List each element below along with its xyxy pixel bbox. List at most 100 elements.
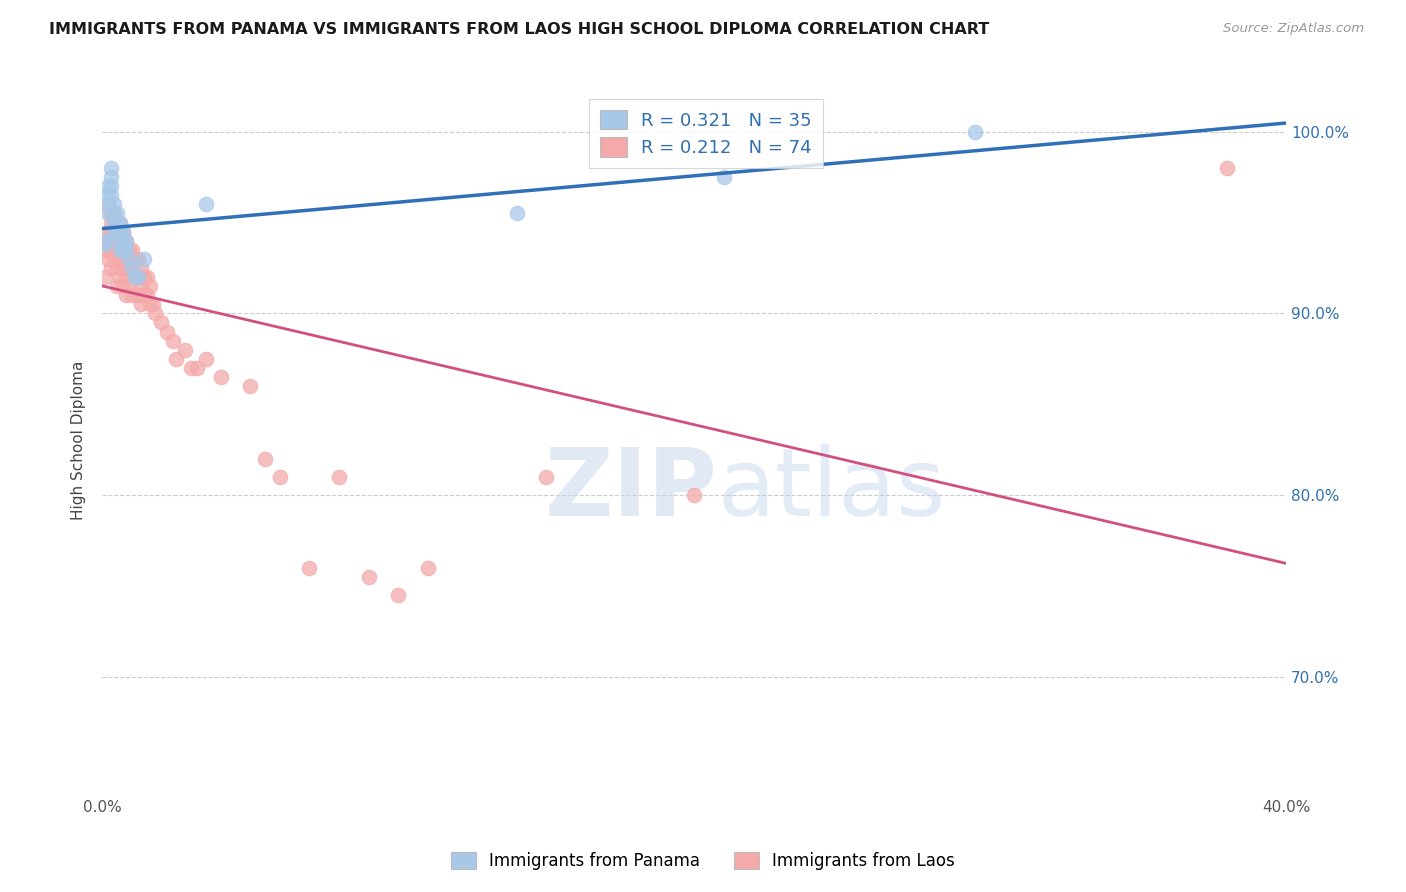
Point bbox=[129, 297, 152, 311]
Point bbox=[118, 252, 141, 266]
Point bbox=[145, 306, 167, 320]
Point bbox=[534, 470, 557, 484]
Point bbox=[965, 125, 987, 139]
Point bbox=[94, 243, 117, 257]
Point bbox=[100, 161, 122, 175]
Point bbox=[115, 270, 138, 285]
Point bbox=[111, 234, 134, 248]
Point bbox=[94, 270, 117, 285]
Point bbox=[209, 370, 232, 384]
Point bbox=[100, 170, 122, 185]
Point bbox=[105, 206, 128, 220]
Point bbox=[132, 252, 155, 266]
Point bbox=[103, 206, 125, 220]
Point bbox=[141, 297, 163, 311]
Point bbox=[505, 206, 527, 220]
Point bbox=[108, 234, 131, 248]
Point bbox=[180, 360, 202, 375]
Point bbox=[97, 252, 120, 266]
Point bbox=[97, 197, 120, 211]
Point bbox=[115, 288, 138, 302]
Point bbox=[683, 488, 706, 502]
Point bbox=[97, 188, 120, 202]
Point bbox=[100, 188, 122, 202]
Point bbox=[127, 270, 149, 285]
Point bbox=[100, 260, 122, 275]
Point bbox=[111, 243, 134, 257]
Point bbox=[108, 252, 131, 266]
Point bbox=[124, 270, 146, 285]
Point bbox=[132, 270, 155, 285]
Point bbox=[100, 216, 122, 230]
Point bbox=[100, 234, 122, 248]
Point bbox=[156, 325, 179, 339]
Point bbox=[108, 225, 131, 239]
Point bbox=[115, 252, 138, 266]
Point bbox=[124, 270, 146, 285]
Point bbox=[165, 351, 187, 366]
Point bbox=[129, 279, 152, 293]
Point bbox=[138, 279, 160, 293]
Point bbox=[97, 225, 120, 239]
Point bbox=[298, 560, 321, 574]
Point bbox=[103, 206, 125, 220]
Point bbox=[103, 252, 125, 266]
Point bbox=[253, 451, 276, 466]
Text: atlas: atlas bbox=[717, 444, 946, 536]
Point bbox=[105, 225, 128, 239]
Point bbox=[121, 243, 143, 257]
Point bbox=[94, 234, 117, 248]
Point bbox=[100, 243, 122, 257]
Point bbox=[121, 260, 143, 275]
Point bbox=[328, 470, 350, 484]
Point bbox=[357, 570, 380, 584]
Point bbox=[269, 470, 291, 484]
Point bbox=[105, 243, 128, 257]
Point bbox=[121, 260, 143, 275]
Point bbox=[111, 279, 134, 293]
Point bbox=[94, 237, 117, 252]
Point bbox=[100, 179, 122, 194]
Point bbox=[135, 270, 157, 285]
Point bbox=[135, 288, 157, 302]
Point bbox=[111, 225, 134, 239]
Point bbox=[105, 216, 128, 230]
Point bbox=[118, 279, 141, 293]
Point bbox=[105, 260, 128, 275]
Point bbox=[103, 216, 125, 230]
Point bbox=[162, 334, 184, 348]
Point bbox=[150, 316, 173, 330]
Point bbox=[105, 225, 128, 239]
Legend: R = 0.321   N = 35, R = 0.212   N = 74: R = 0.321 N = 35, R = 0.212 N = 74 bbox=[589, 99, 823, 168]
Point bbox=[416, 560, 439, 574]
Point bbox=[115, 243, 138, 257]
Point bbox=[127, 288, 149, 302]
Point bbox=[194, 197, 217, 211]
Point bbox=[1216, 161, 1239, 175]
Point bbox=[111, 260, 134, 275]
Point bbox=[186, 360, 208, 375]
Point bbox=[105, 279, 128, 293]
Point bbox=[97, 179, 120, 194]
Text: IMMIGRANTS FROM PANAMA VS IMMIGRANTS FROM LAOS HIGH SCHOOL DIPLOMA CORRELATION C: IMMIGRANTS FROM PANAMA VS IMMIGRANTS FRO… bbox=[49, 22, 990, 37]
Point bbox=[387, 588, 409, 602]
Point bbox=[115, 234, 138, 248]
Text: ZIP: ZIP bbox=[546, 444, 717, 536]
Y-axis label: High School Diploma: High School Diploma bbox=[72, 361, 86, 520]
Point bbox=[103, 225, 125, 239]
Point bbox=[121, 288, 143, 302]
Point bbox=[115, 234, 138, 248]
Point bbox=[713, 170, 735, 185]
Point bbox=[111, 243, 134, 257]
Point bbox=[194, 351, 217, 366]
Point bbox=[97, 197, 120, 211]
Point bbox=[118, 243, 141, 257]
Point bbox=[129, 260, 152, 275]
Point bbox=[100, 225, 122, 239]
Point bbox=[127, 270, 149, 285]
Point bbox=[108, 234, 131, 248]
Point bbox=[124, 252, 146, 266]
Point bbox=[108, 270, 131, 285]
Legend: Immigrants from Panama, Immigrants from Laos: Immigrants from Panama, Immigrants from … bbox=[444, 845, 962, 877]
Point bbox=[108, 243, 131, 257]
